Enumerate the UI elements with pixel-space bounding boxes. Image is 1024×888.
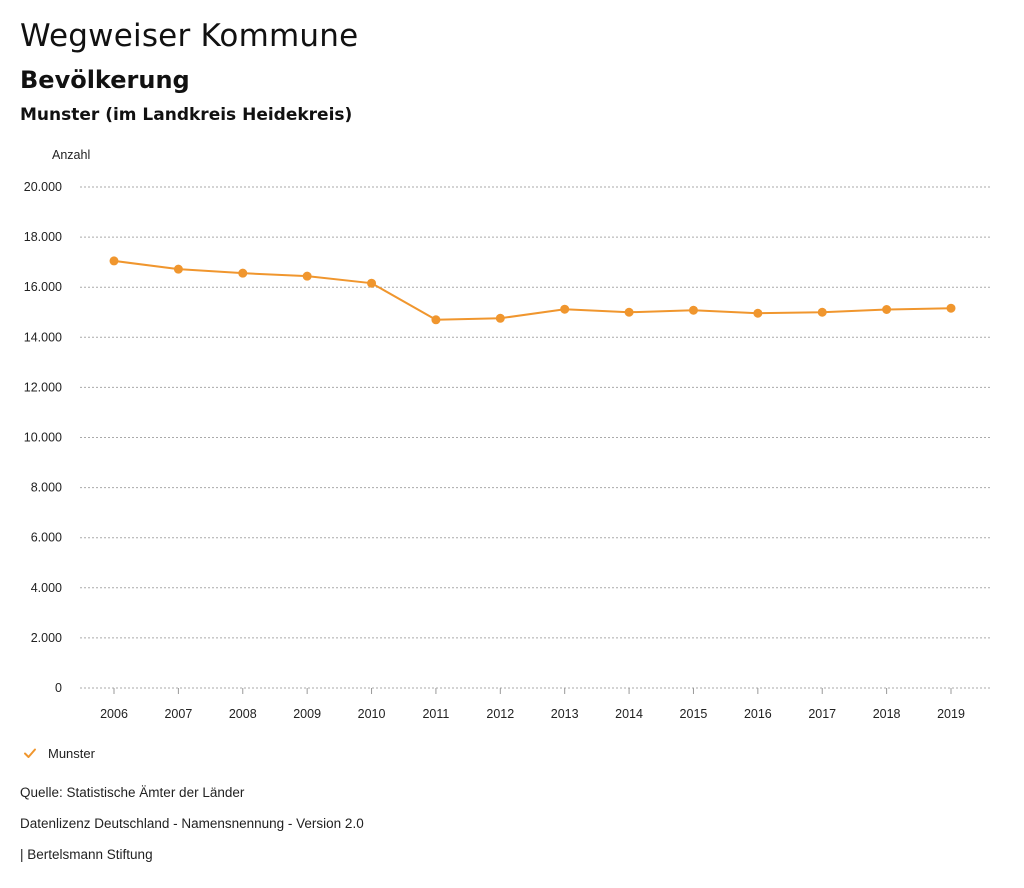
page-title: Wegweiser Kommune xyxy=(20,18,359,54)
x-tick-label: 2013 xyxy=(551,707,579,721)
y-tick-label: 10.000 xyxy=(24,431,62,445)
x-tick-label: 2016 xyxy=(744,707,772,721)
y-tick-label: 0 xyxy=(55,681,62,695)
x-axis-ticks: 2006 2007 2008 2009 2010 2011 2012 2013 2014 2015… xyxy=(100,688,965,721)
x-tick-label: 2012 xyxy=(486,707,514,721)
data-point[interactable] xyxy=(431,315,441,325)
x-tick-label: 2017 xyxy=(808,707,836,721)
data-point[interactable] xyxy=(173,264,183,274)
data-point[interactable] xyxy=(560,304,570,314)
legend[interactable]: Munster xyxy=(22,745,95,761)
x-tick-label: 2006 xyxy=(100,707,128,721)
publisher-text: | Bertelsmann Stiftung xyxy=(20,847,153,862)
y-tick-label: 16.000 xyxy=(24,280,62,294)
y-axis-title: Anzahl xyxy=(52,148,90,162)
data-point[interactable] xyxy=(495,313,505,323)
line-chart: Anzahl 0 2.000 4.000 6.000 8.000 10.000 12.000… xyxy=(24,148,992,721)
x-tick-label: 2014 xyxy=(615,707,643,721)
data-point[interactable] xyxy=(302,271,312,281)
data-point[interactable] xyxy=(238,268,248,278)
x-tick-label: 2011 xyxy=(422,707,449,721)
y-axis-ticks: 0 2.000 4.000 6.000 8.000 10.000 12.000 14.000 1… xyxy=(24,180,62,695)
chart-subtitle: Bevölkerung xyxy=(20,66,190,94)
grid-lines xyxy=(80,186,992,689)
y-tick-label: 4.000 xyxy=(31,581,62,595)
series-line xyxy=(113,259,952,321)
data-point[interactable] xyxy=(624,307,634,317)
series-munster xyxy=(109,256,956,325)
data-point[interactable] xyxy=(882,304,892,314)
data-point[interactable] xyxy=(367,278,377,288)
y-tick-label: 12.000 xyxy=(24,380,62,394)
data-point[interactable] xyxy=(109,256,119,266)
check-icon[interactable] xyxy=(22,745,38,761)
y-tick-label: 2.000 xyxy=(31,631,62,645)
x-tick-label: 2010 xyxy=(358,707,386,721)
data-point[interactable] xyxy=(688,305,698,315)
x-tick-label: 2007 xyxy=(164,707,192,721)
x-tick-label: 2009 xyxy=(293,707,321,721)
y-tick-label: 18.000 xyxy=(24,230,62,244)
x-tick-label: 2008 xyxy=(229,707,257,721)
source-text: Quelle: Statistische Ämter der Länder xyxy=(20,785,245,800)
region-label: Munster (im Landkreis Heidekreis) xyxy=(20,105,353,125)
y-tick-label: 6.000 xyxy=(31,531,62,545)
y-tick-label: 14.000 xyxy=(24,330,62,344)
y-tick-label: 8.000 xyxy=(31,481,62,495)
x-tick-label: 2018 xyxy=(873,707,901,721)
y-tick-label: 20.000 xyxy=(24,180,62,194)
data-point[interactable] xyxy=(753,308,763,318)
legend-item-label: Munster xyxy=(48,745,95,761)
data-point[interactable] xyxy=(817,307,827,317)
data-point[interactable] xyxy=(946,303,956,313)
x-tick-label: 2015 xyxy=(680,707,708,721)
license-text: Datenlizenz Deutschland - Namensnennung … xyxy=(20,816,364,831)
x-tick-label: 2019 xyxy=(937,707,965,721)
